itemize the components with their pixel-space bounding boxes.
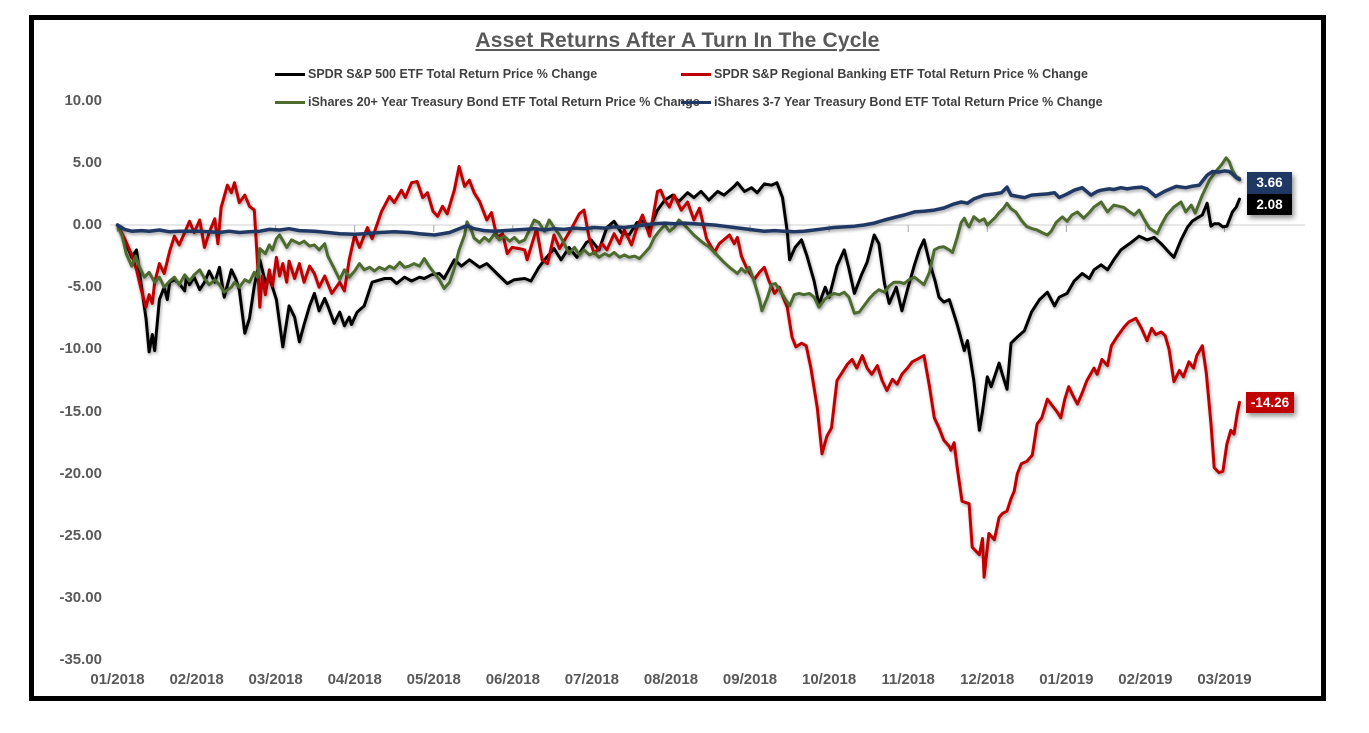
series-line-3 [115,169,1242,237]
series-line-2 [116,156,1241,315]
treasury-3-7y-line-swatch [681,100,711,104]
legend-label-treasury-20y: iShares 20+ Year Treasury Bond ETF Total… [308,95,700,109]
y-axis-label: -35.00 [59,651,102,669]
x-axis-label: 02/2018 [169,671,224,688]
series-line-0 [116,181,1241,432]
legend-item-treasury-20y: iShares 20+ Year Treasury Bond ETF Total… [275,94,700,110]
legend-label-treasury-3-7y: iShares 3-7 Year Treasury Bond ETF Total… [714,95,1103,109]
y-axis-label: -30.00 [59,589,102,607]
chart-title: Asset Returns After A Turn In The Cycle [475,29,880,52]
x-axis-label: 07/2018 [564,671,620,688]
x-axis-label: 10/2018 [802,671,857,688]
x-axis-label: 05/2018 [406,671,461,688]
legend-item-regional-banking: SPDR S&P Regional Banking ETF Total Retu… [681,66,1088,82]
x-axis-label: 09/2018 [722,671,778,688]
x-axis-label: 03/2018 [248,671,303,688]
x-axis-label: 11/2018 [881,671,935,688]
x-axis-label: 01/2019 [1039,671,1094,688]
series-line-1 [116,165,1241,579]
regional-banking-line-swatch [681,72,711,76]
end-value-label-treasury-3-7y: 3.66 [1247,172,1292,194]
x-axis-label: 04/2018 [327,671,382,688]
end-value-label-sp500: 2.08 [1247,194,1292,215]
x-axis-label: 03/2019 [1197,671,1252,688]
y-axis-label: -10.00 [59,340,102,358]
chart-frame: Asset Returns After A Turn In The Cycle … [29,15,1326,701]
x-axis-label: 08/2018 [643,671,699,688]
x-axis-label: 01/2018 [90,671,145,688]
x-axis-label: 06/2018 [485,671,540,688]
y-axis-label: 5.00 [72,153,102,171]
plot-area [110,156,1305,579]
legend-item-sp500: SPDR S&P 500 ETF Total Return Price % Ch… [275,66,597,82]
x-axis-label: 02/2019 [1118,671,1173,688]
y-axis-label: -25.00 [59,527,102,544]
legend-item-treasury-3-7y: iShares 3-7 Year Treasury Bond ETF Total… [681,94,1103,110]
y-axis-label: -15.00 [59,402,102,420]
legend-label-regional-banking: SPDR S&P Regional Banking ETF Total Retu… [714,67,1088,81]
y-axis-label: 10.00 [64,91,102,109]
y-axis-label: -5.00 [67,278,102,296]
treasury-20y-line-swatch [275,100,305,104]
y-axis-label: 0.00 [72,216,102,233]
legend-label-sp500: SPDR S&P 500 ETF Total Return Price % Ch… [308,67,598,81]
y-axis-label: -20.00 [59,464,102,482]
end-value-label-regional-banking: -14.26 [1246,392,1294,413]
x-axis-label: 12/2018 [960,671,1015,688]
sp500-line-swatch [275,72,305,76]
